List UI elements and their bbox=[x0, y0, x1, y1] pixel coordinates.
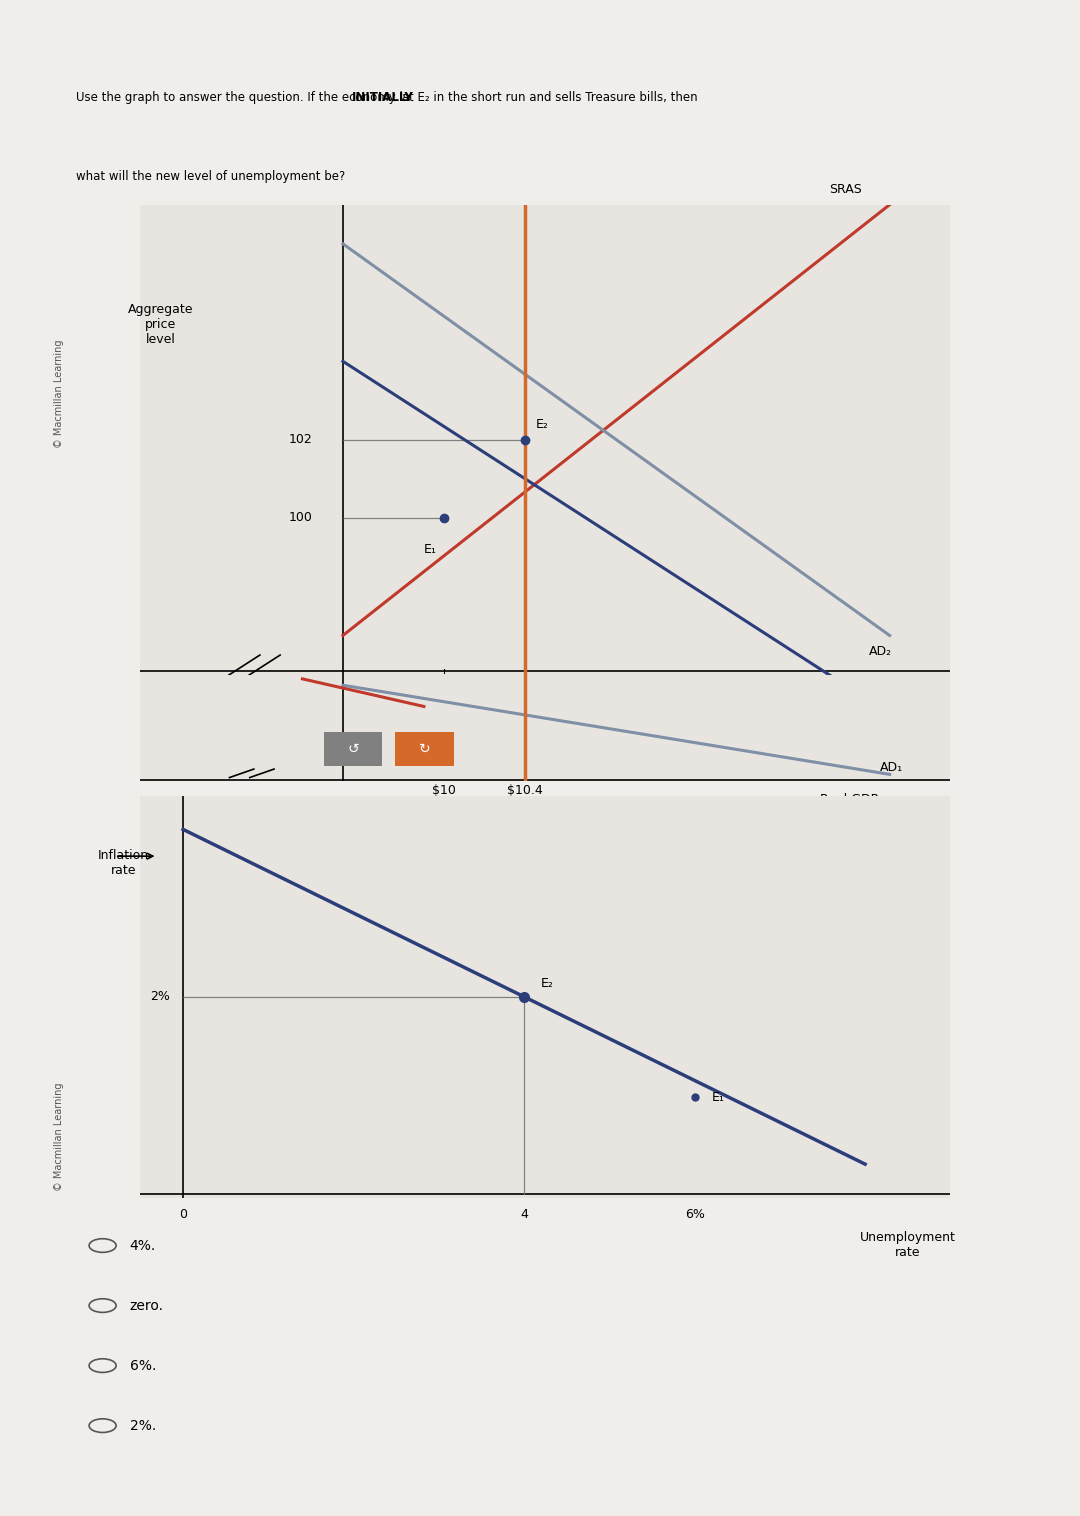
Text: Unemployment
rate: Unemployment rate bbox=[860, 1231, 956, 1260]
Text: $10: $10 bbox=[432, 690, 456, 703]
Text: ↻: ↻ bbox=[419, 741, 430, 756]
Text: ↺: ↺ bbox=[348, 741, 359, 756]
Text: 2%.: 2%. bbox=[130, 1419, 156, 1433]
Text: 0: 0 bbox=[179, 1208, 187, 1220]
Text: AD₂: AD₂ bbox=[869, 644, 892, 658]
Text: at E₂ in the short run and sells Treasure bills, then: at E₂ in the short run and sells Treasur… bbox=[397, 91, 698, 105]
Text: INITIALLY: INITIALLY bbox=[352, 91, 415, 105]
Text: $10.4: $10.4 bbox=[508, 784, 543, 797]
Text: 4: 4 bbox=[521, 1208, 528, 1220]
Text: Aggregate
price
level: Aggregate price level bbox=[127, 303, 193, 346]
Bar bbox=[395, 732, 454, 766]
Text: 2%: 2% bbox=[150, 990, 171, 1004]
Text: zero.: zero. bbox=[130, 1299, 163, 1313]
Text: what will the new level of unemployment be?: what will the new level of unemployment … bbox=[76, 170, 345, 183]
Text: E₁: E₁ bbox=[712, 1090, 725, 1104]
Text: 102: 102 bbox=[288, 434, 312, 446]
Text: 6%.: 6%. bbox=[130, 1358, 156, 1372]
Text: E₁: E₁ bbox=[424, 543, 436, 556]
Text: SRAS: SRAS bbox=[828, 183, 862, 196]
Text: 100: 100 bbox=[288, 511, 312, 525]
Text: Real GDP
(trillions of
dollars): Real GDP (trillions of dollars) bbox=[815, 734, 882, 776]
Text: 6%: 6% bbox=[685, 1208, 704, 1220]
Text: © Macmillan Learning: © Macmillan Learning bbox=[54, 340, 65, 449]
Text: Inflation
rate: Inflation rate bbox=[98, 849, 149, 878]
Bar bbox=[324, 732, 382, 766]
Text: Use the graph to answer the question. If the economy is: Use the graph to answer the question. If… bbox=[76, 91, 413, 105]
Text: $10.4: $10.4 bbox=[508, 690, 543, 703]
Text: E₂: E₂ bbox=[536, 418, 549, 431]
Text: Real GDP
(trillions of
dollars): Real GDP (trillions of dollars) bbox=[815, 793, 882, 837]
Text: $10: $10 bbox=[432, 784, 456, 797]
Text: 4%.: 4%. bbox=[130, 1239, 156, 1252]
Text: E₂: E₂ bbox=[541, 976, 554, 990]
Text: AD₁: AD₁ bbox=[860, 716, 882, 729]
Text: AD₁: AD₁ bbox=[879, 761, 903, 775]
Text: © Macmillan Learning: © Macmillan Learning bbox=[54, 1082, 65, 1192]
